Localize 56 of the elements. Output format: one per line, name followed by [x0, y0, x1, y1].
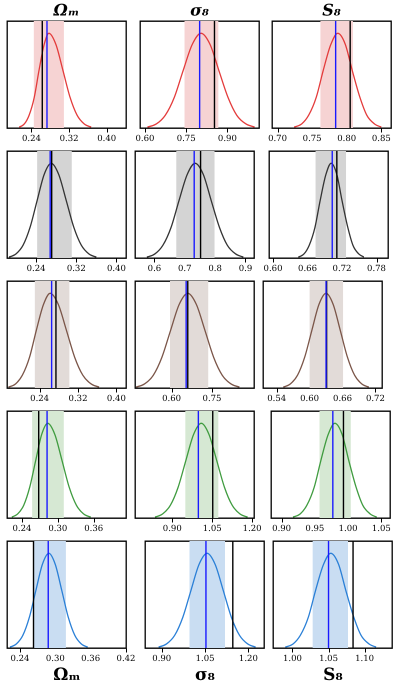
x-axis-title: Ωₘ [53, 665, 81, 685]
x-tick-label: 0.72 [332, 264, 352, 274]
x-tick-label: 0.24 [22, 134, 41, 144]
x-tick-label: 0.24 [10, 654, 30, 664]
x-tick-label: 0.36 [81, 654, 100, 664]
x-tick-label: 0.54 [267, 394, 286, 404]
x-tick-label: 0.75 [202, 394, 222, 404]
x-tick-label: 0.30 [48, 524, 68, 534]
x-tick-label: 0.40 [106, 264, 126, 274]
x-tick-label: 1.00 [283, 654, 302, 664]
x-tick-label: 0.60 [264, 264, 282, 274]
x-tick-label: 0.60 [135, 134, 154, 144]
x-tick-label: 0.90 [218, 134, 237, 144]
x-tick-label: 1.20 [238, 654, 258, 664]
x-tick-label: 0.42 [116, 654, 136, 664]
x-tick-label: 0.70 [268, 134, 288, 144]
x-tick-label: 1.05 [319, 654, 338, 664]
x-tick-label: 0.9 [238, 264, 252, 274]
x-tick-label: 1.05 [196, 654, 215, 664]
x-tick-label: 1.00 [338, 524, 358, 534]
x-tick-label: 0.24 [26, 264, 46, 274]
x-tick-label: 0.75 [302, 134, 322, 144]
x-tick-label: 0.24 [30, 394, 50, 404]
x-tick-label: 0.72 [366, 394, 385, 404]
x-tick-label: 0.32 [68, 394, 88, 404]
x-tick-label: 0.32 [60, 134, 79, 144]
x-tick-label: 0.60 [162, 394, 182, 404]
x-tick-label: 1.20 [242, 524, 262, 534]
x-tick-label: 0.32 [66, 264, 86, 274]
x-axis-title: S₈ [323, 665, 343, 685]
x-tick-label: 0.78 [367, 264, 386, 274]
x-tick-label: 0.8 [208, 264, 222, 274]
x-tick-label: 0.6 [148, 264, 162, 274]
x-tick-label: 0.90 [272, 524, 292, 534]
x-tick-label: 0.24 [12, 524, 32, 534]
x-tick-label: 1.05 [202, 524, 222, 534]
x-tick-label: 0.90 [152, 654, 172, 664]
chart-title: S₈ [322, 0, 341, 20]
x-tick-label: 0.90 [162, 524, 182, 534]
x-tick-label: 0.80 [337, 134, 356, 144]
x-tick-label: 1.10 [355, 654, 374, 664]
x-tick-label: 0.40 [106, 394, 126, 404]
x-tick-label: 0.75 [176, 134, 196, 144]
x-tick-label: 0.36 [84, 524, 104, 534]
x-tick-label: 0.66 [333, 394, 352, 404]
x-tick-label: 0.95 [305, 524, 324, 534]
x-tick-label: 0.66 [298, 264, 317, 274]
x-tick-label: 0.85 [372, 134, 391, 144]
x-tick-label: 0.7 [178, 264, 192, 274]
x-tick-label: 1.05 [372, 524, 391, 534]
chart-title: σ₈ [190, 0, 209, 20]
x-tick-label: 0.30 [46, 654, 65, 664]
x-tick-label: 0.40 [97, 134, 116, 144]
x-tick-label: 0.60 [300, 394, 320, 404]
chart-title: Ωₘ [52, 0, 80, 20]
x-axis-title: σ₈ [195, 665, 215, 685]
